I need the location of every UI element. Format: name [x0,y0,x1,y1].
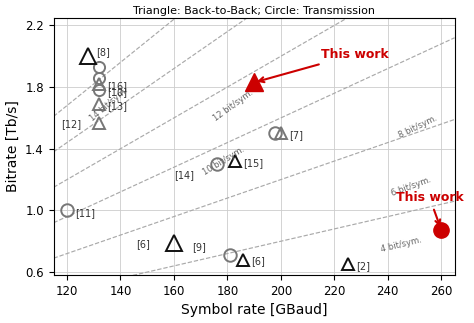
Text: 4 bit/sym.: 4 bit/sym. [380,235,423,254]
Text: [15]: [15] [243,158,264,168]
Text: [2]: [2] [356,261,370,271]
Text: [6]: [6] [251,256,265,266]
Text: This work: This work [396,191,464,225]
Text: [10]: [10] [107,87,127,97]
Text: 6 bit/sym.: 6 bit/sym. [390,175,433,198]
X-axis label: Symbol rate [GBaud]: Symbol rate [GBaud] [181,303,328,318]
Text: [16]: [16] [107,81,127,91]
Text: 12 bit/sym.: 12 bit/sym. [211,88,255,122]
Text: [6]: [6] [137,239,150,249]
Text: 14 bit/sym.: 14 bit/sym. [88,85,129,122]
Text: [14]: [14] [174,170,194,180]
Y-axis label: Bitrate [Tb/s]: Bitrate [Tb/s] [6,100,19,193]
Text: [11]: [11] [75,209,95,219]
Text: [8]: [8] [96,47,110,57]
Text: 8 bit/sym.: 8 bit/sym. [397,113,439,140]
Text: [13]: [13] [107,101,127,111]
Text: [9]: [9] [192,243,207,253]
Text: [12]: [12] [62,119,82,129]
Text: 10 bit/sym.: 10 bit/sym. [201,144,246,176]
Text: [7]: [7] [289,130,303,140]
Text: This work: This work [259,48,389,82]
Title: Triangle: Back-to-Back; Circle: Transmission: Triangle: Back-to-Back; Circle: Transmis… [133,5,375,16]
